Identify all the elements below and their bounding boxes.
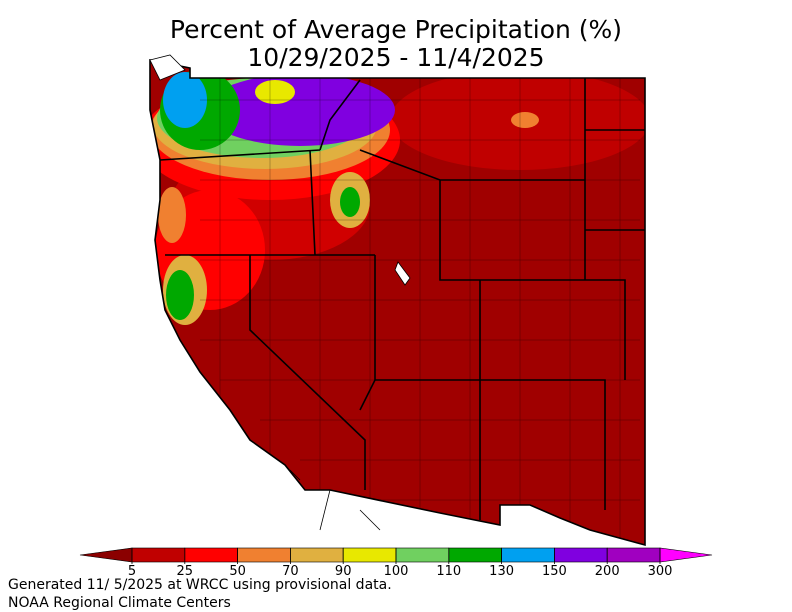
legend-label: 130: [489, 564, 514, 579]
legend-label: 25: [177, 564, 194, 579]
legend-label: 110: [436, 564, 461, 579]
legend-swatch: [290, 547, 344, 563]
legend-swatch: [501, 547, 555, 563]
legend-swatch: [448, 547, 502, 563]
legend-label: 200: [595, 564, 620, 579]
legend-swatch: [237, 547, 291, 563]
state-borders: [149, 59, 646, 547]
legend-swatch: [184, 547, 238, 563]
legend-label: 300: [648, 564, 673, 579]
legend-label: 70: [282, 564, 299, 579]
legend-swatch: [395, 547, 450, 563]
legend-label: 50: [229, 564, 246, 579]
legend-swatch: [606, 547, 661, 563]
legend-label: 90: [335, 564, 352, 579]
county-lines: [200, 78, 640, 545]
legend: 5 25 50 70 90 100 110 130 150 200 300: [79, 547, 713, 579]
legend-label: 5: [128, 564, 136, 579]
title-line: Percent of Average Precipitation (%): [170, 15, 622, 44]
legend-swatch: [342, 547, 397, 563]
legend-swatch: [131, 547, 186, 563]
legend-arrow-high: [659, 547, 713, 563]
footer-line: NOAA Regional Climate Centers: [8, 595, 231, 611]
legend-arrow-low: [79, 547, 133, 563]
map: [149, 54, 646, 547]
legend-swatch: [554, 547, 608, 563]
legend-label: 100: [384, 564, 409, 579]
footer-line: Generated 11/ 5/2025 at WRCC using provi…: [8, 577, 392, 593]
legend-label: 150: [542, 564, 567, 579]
title-line: 10/29/2025 - 11/4/2025: [247, 43, 544, 72]
